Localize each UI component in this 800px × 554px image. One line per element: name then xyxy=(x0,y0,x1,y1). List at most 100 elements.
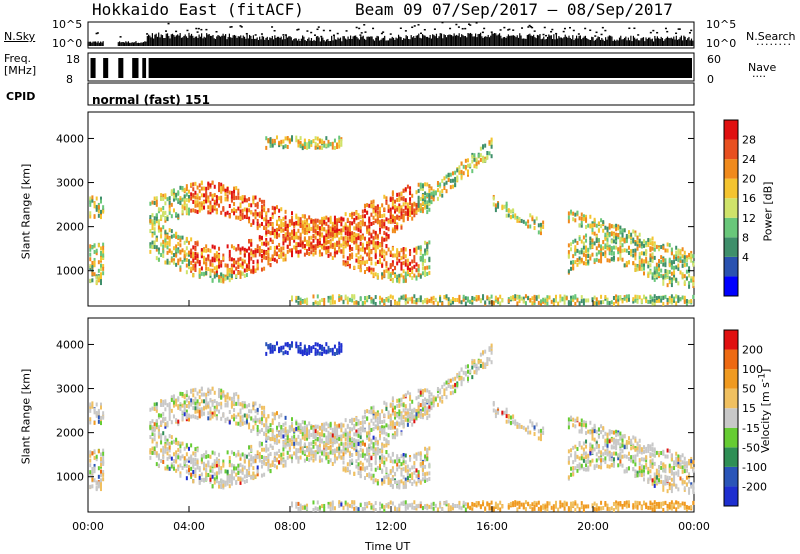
nsearch-dot xyxy=(399,27,402,30)
velocity-cell xyxy=(284,444,287,449)
velocity-cell xyxy=(97,449,100,454)
velocity-cell xyxy=(237,450,240,455)
velocity-cell xyxy=(312,507,315,512)
velocity-cell xyxy=(391,452,394,457)
power-cell xyxy=(177,190,180,195)
velocity-cell xyxy=(402,423,405,428)
velocity-cell xyxy=(99,487,102,492)
power-cell xyxy=(396,192,399,197)
nsearch-dot xyxy=(329,29,332,32)
power-cell xyxy=(376,273,379,278)
velocity-cell xyxy=(413,461,416,466)
power-cell xyxy=(207,267,210,272)
velocity-cell xyxy=(396,507,399,512)
power-cell xyxy=(275,251,278,256)
velocity-cell xyxy=(263,423,266,428)
velocity-cell xyxy=(312,453,315,458)
power-cell xyxy=(252,200,255,205)
velocity-cell xyxy=(376,412,379,417)
velocity-cell xyxy=(357,430,360,435)
power-cell xyxy=(331,227,334,232)
power-cell xyxy=(293,228,296,233)
power-cell xyxy=(213,253,216,258)
power-cell xyxy=(310,244,313,249)
power-cell xyxy=(323,143,326,148)
power-cell xyxy=(409,211,412,216)
velocity-cell xyxy=(160,423,163,428)
velocity-cell xyxy=(316,436,319,441)
velocity-cell xyxy=(355,452,358,457)
nsearch-dot xyxy=(527,26,530,28)
velocity-cell xyxy=(374,507,377,512)
velocity-cell xyxy=(357,421,360,426)
velocity-cell xyxy=(286,439,289,444)
velocity-cell xyxy=(205,454,208,459)
velocity-cell xyxy=(318,455,321,460)
velocity-cell xyxy=(155,419,158,424)
power-cell xyxy=(211,196,214,201)
velocity-cell xyxy=(256,455,259,460)
power-cell xyxy=(325,237,328,242)
power-cell xyxy=(342,217,345,222)
power-cell xyxy=(308,240,311,245)
nsearch-dot xyxy=(577,33,580,35)
power-cell xyxy=(391,246,394,251)
velocity-cell xyxy=(196,391,199,396)
velocity-cell xyxy=(230,402,233,407)
power-cell xyxy=(280,139,283,144)
velocity-cell xyxy=(413,505,416,510)
power-cell xyxy=(333,253,336,258)
power-cell xyxy=(224,263,227,268)
velocity-cell xyxy=(409,403,412,408)
velocity-cell xyxy=(361,426,364,431)
velocity-cell xyxy=(413,470,416,475)
power-cell xyxy=(321,245,324,250)
power-cell xyxy=(288,237,291,242)
velocity-cell xyxy=(248,460,251,465)
velocity-cell xyxy=(263,461,266,466)
power-cell xyxy=(314,250,317,255)
power-cell xyxy=(168,242,171,247)
power-cell xyxy=(233,201,236,206)
power-cell xyxy=(170,250,173,255)
velocity-cell xyxy=(331,427,334,432)
velocity-cell xyxy=(359,460,362,465)
power-cell xyxy=(181,260,184,265)
velocity-cell xyxy=(357,462,360,467)
power-cell xyxy=(170,214,173,219)
velocity-cell xyxy=(340,428,343,433)
velocity-cell xyxy=(89,417,92,422)
velocity-cell xyxy=(183,460,186,465)
power-cell xyxy=(419,186,422,191)
velocity-cell xyxy=(404,500,407,505)
velocity-cell xyxy=(228,474,231,479)
power-cell xyxy=(409,189,412,194)
power-cell xyxy=(338,144,341,149)
velocity-cell xyxy=(353,500,356,505)
power-cell xyxy=(192,263,195,268)
velocity-cell xyxy=(333,425,336,430)
velocity-cell xyxy=(286,455,289,460)
power-cell xyxy=(340,219,343,224)
nsearch-dot xyxy=(423,28,426,31)
power-cell xyxy=(157,228,160,233)
power-cell xyxy=(286,144,289,149)
power-cell xyxy=(209,259,212,264)
velocity-cell xyxy=(185,476,188,481)
velocity-cell xyxy=(325,349,328,354)
power-cell xyxy=(194,263,197,268)
power-cell xyxy=(166,217,169,222)
velocity-cell xyxy=(265,423,268,428)
power-cell xyxy=(348,226,351,231)
velocity-cell xyxy=(89,484,92,489)
velocity-cell xyxy=(224,417,227,422)
velocity-cell xyxy=(372,473,375,478)
velocity-cell xyxy=(351,421,354,426)
velocity-cell xyxy=(353,439,356,444)
velocity-cell xyxy=(241,477,244,482)
velocity-cell xyxy=(308,347,311,352)
power-cell xyxy=(172,246,175,251)
velocity-cell xyxy=(359,443,362,448)
velocity-cell xyxy=(327,445,330,450)
velocity-cell xyxy=(284,350,287,355)
